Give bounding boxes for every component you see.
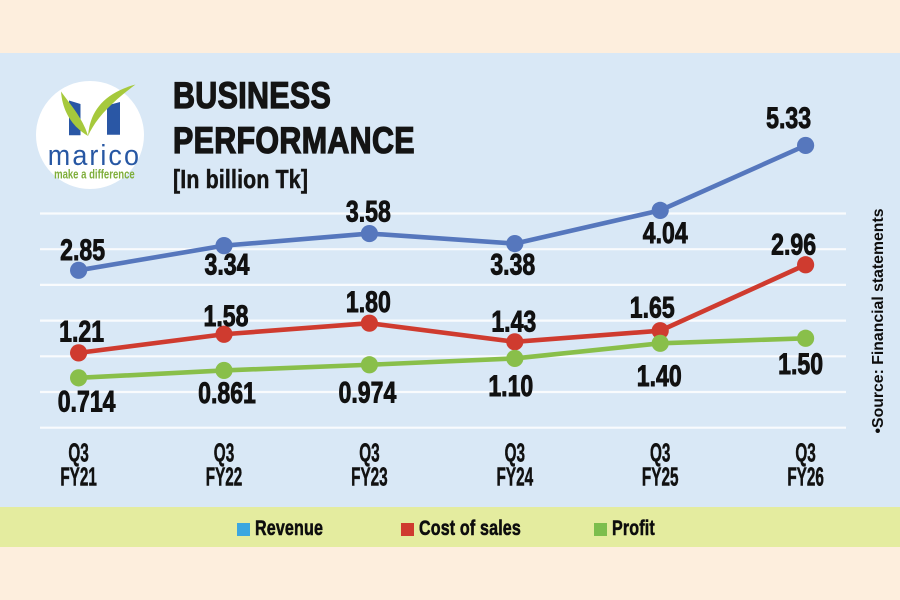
x-axis-label: FY23 bbox=[351, 464, 388, 492]
data-point-cost-of-sales bbox=[797, 256, 815, 274]
x-axis-label: Q3 bbox=[68, 440, 88, 468]
logo-leaf-left bbox=[61, 91, 88, 136]
source-note: •Source: Financial statements bbox=[870, 208, 887, 434]
chart-panel bbox=[0, 53, 900, 507]
data-point-profit bbox=[215, 361, 233, 380]
marico-logo: marico make a difference bbox=[36, 81, 144, 189]
x-axis-label: Q3 bbox=[650, 440, 670, 468]
value-label: 4.04 bbox=[643, 216, 688, 250]
value-label: 1.10 bbox=[488, 369, 533, 403]
legend-swatch bbox=[594, 522, 607, 536]
value-label: 3.38 bbox=[490, 248, 535, 282]
logo-leaf-right bbox=[88, 84, 136, 136]
x-axis-label: FY21 bbox=[60, 464, 97, 492]
value-label: 1.80 bbox=[346, 285, 391, 319]
value-label: 0.714 bbox=[58, 385, 116, 419]
series-line-revenue bbox=[76, 143, 808, 273]
data-point-revenue bbox=[651, 201, 669, 219]
x-axis-label: FY26 bbox=[787, 464, 824, 492]
chart-title-line2: PERFORMANCE bbox=[172, 119, 415, 161]
data-point-cost-of-sales bbox=[215, 325, 233, 343]
legend-item-revenue: Revenue bbox=[237, 509, 344, 549]
series-line-cost-of-sales bbox=[76, 262, 808, 356]
value-label: 5.33 bbox=[766, 101, 811, 135]
legend-item-profit: Profit bbox=[594, 509, 668, 549]
title-block: BUSINESS PERFORMANCE [In billion Tk] bbox=[172, 73, 467, 195]
data-point-profit bbox=[70, 369, 88, 387]
logo-tagline-text: make a difference bbox=[54, 168, 135, 182]
data-point-profit bbox=[797, 329, 815, 347]
legend-label: Profit bbox=[612, 517, 655, 541]
x-axis-label: FY24 bbox=[497, 464, 534, 492]
value-label: 2.96 bbox=[771, 228, 816, 262]
value-label: 0.974 bbox=[339, 376, 397, 410]
data-point-revenue bbox=[70, 261, 88, 279]
data-point-cost-of-sales bbox=[360, 314, 378, 332]
value-label: 1.65 bbox=[630, 291, 675, 325]
value-label: 1.21 bbox=[59, 315, 104, 349]
x-axis-label: Q3 bbox=[505, 440, 525, 468]
data-point-revenue bbox=[215, 237, 233, 255]
legend-item-cost-of-sales: Cost of sales bbox=[401, 509, 552, 549]
value-label: 1.40 bbox=[637, 359, 682, 393]
value-label: 1.50 bbox=[778, 347, 823, 381]
data-point-revenue bbox=[506, 235, 524, 253]
x-axis-label: Q3 bbox=[214, 440, 234, 468]
data-point-revenue bbox=[797, 136, 815, 155]
x-axis-label: FY25 bbox=[642, 464, 679, 492]
legend-label: Revenue bbox=[255, 517, 324, 541]
value-label: 0.861 bbox=[198, 376, 256, 410]
data-point-profit bbox=[506, 349, 524, 368]
x-axis-label: FY22 bbox=[206, 464, 243, 492]
x-axis-label: Q3 bbox=[359, 440, 379, 468]
legend-band bbox=[0, 507, 900, 547]
data-point-cost-of-sales bbox=[506, 333, 524, 351]
logo-m-right-bar bbox=[107, 102, 120, 135]
x-axis-label: Q3 bbox=[795, 440, 815, 468]
value-label: 3.58 bbox=[346, 194, 391, 228]
chart-subtitle: [In billion Tk] bbox=[173, 164, 309, 195]
data-point-revenue bbox=[360, 224, 378, 243]
value-label: 1.43 bbox=[491, 305, 536, 339]
logo-brand-text: marico bbox=[48, 139, 141, 171]
data-point-cost-of-sales bbox=[651, 322, 669, 340]
legend-label: Cost of sales bbox=[419, 517, 521, 541]
value-label: 3.34 bbox=[205, 248, 250, 282]
legend-swatch bbox=[401, 522, 414, 536]
value-label: 1.58 bbox=[204, 299, 249, 333]
legend-swatch bbox=[237, 522, 250, 536]
value-label: 2.85 bbox=[60, 233, 105, 267]
data-point-cost-of-sales bbox=[70, 344, 88, 362]
chart-title-line1: BUSINESS bbox=[172, 74, 332, 116]
data-point-profit bbox=[651, 334, 669, 352]
series-line-profit bbox=[76, 335, 808, 381]
data-point-profit bbox=[360, 356, 378, 374]
